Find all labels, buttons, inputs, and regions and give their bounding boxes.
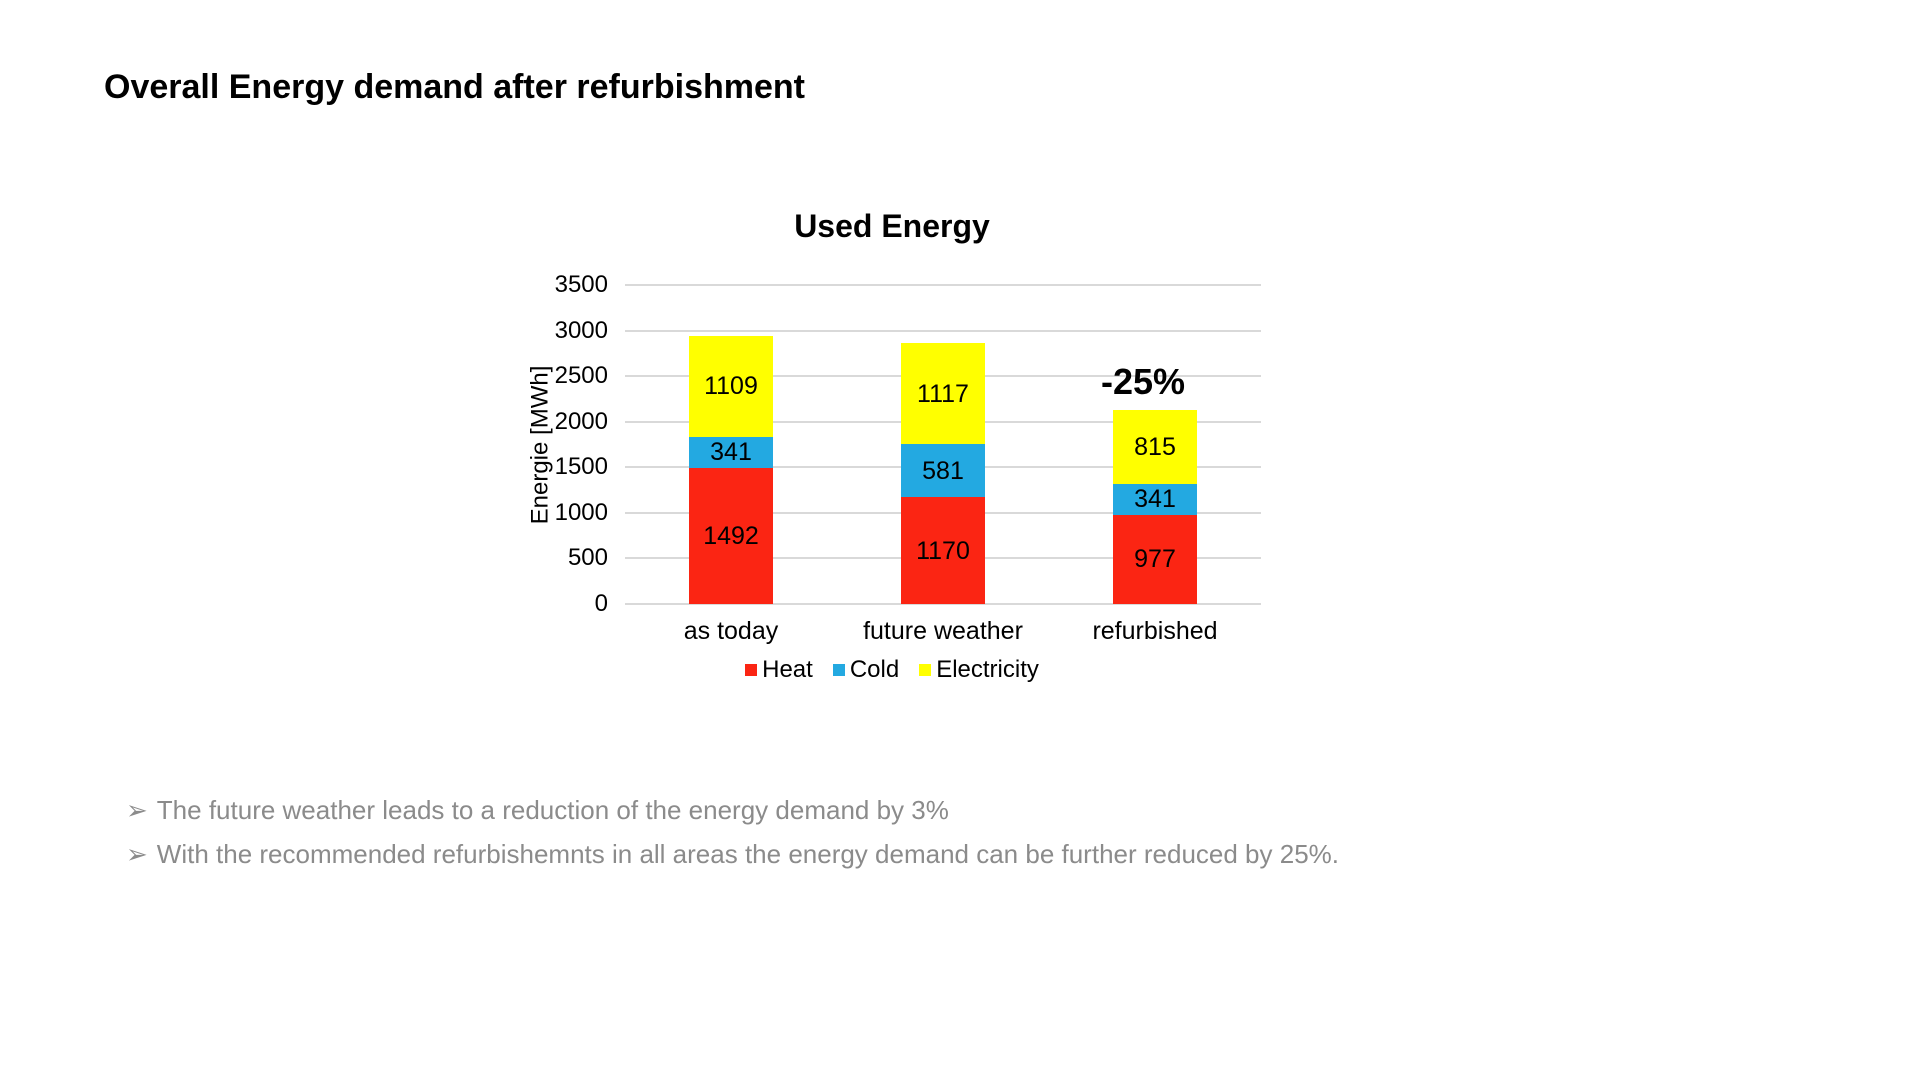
bar-value-label: 977 (1134, 545, 1176, 574)
note-text: With the recommended refurbishemnts in a… (156, 839, 1339, 869)
note-item: ➢ The future weather leads to a reduction… (126, 793, 1339, 827)
legend-swatch-icon (832, 664, 845, 676)
bar-value-label: 1170 (916, 536, 970, 565)
gridline (625, 329, 1261, 332)
y-tick-label: 1000 (554, 498, 608, 526)
y-tick-label: 3000 (554, 316, 608, 344)
bar-value-label: 341 (1134, 485, 1176, 514)
legend-swatch-icon (745, 664, 758, 676)
y-tick-label: 500 (567, 544, 608, 572)
y-tick-label: 0 (594, 590, 608, 617)
used-energy-chart: Used Energy Energie [MWh] 1492 341 1109 117… (524, 190, 1261, 720)
legend-swatch-icon (919, 664, 932, 676)
x-tick-label: as today (683, 617, 779, 645)
notes-list: ➢ The future weather leads to a reduction… (126, 793, 1339, 881)
y-tick-label: 3500 (554, 271, 608, 298)
bar-segment-cold-1 (689, 436, 773, 468)
legend-item-heat: Heat (745, 656, 813, 684)
bar-segment-heat-1 (689, 468, 773, 604)
legend-item-cold: Cold (832, 656, 900, 684)
legend-label: Heat (762, 656, 813, 683)
y-tick-label: 2000 (554, 407, 608, 435)
y-tick-label: 1500 (554, 453, 608, 481)
bar-value-label: 581 (922, 456, 964, 485)
bar-value-label: 1117 (917, 379, 969, 408)
x-tick-label: refurbished (1092, 617, 1218, 645)
y-tick-label: 2500 (554, 362, 608, 390)
bar-value-label: 1492 (703, 522, 759, 550)
bar-segment-electricity-2 (901, 342, 985, 445)
bar-segment-electricity-1 (689, 335, 773, 437)
bar-value-label: 1109 (704, 372, 758, 401)
bar-segment-heat-2 (901, 497, 985, 604)
x-tick-label: future weather (863, 617, 1023, 645)
note-item: ➢ With the recommended refurbishemnts in … (126, 837, 1339, 871)
plot-area: 1492 341 1109 1170 581 1117 977 341 815 (625, 284, 1261, 605)
bar-value-label: 815 (1134, 432, 1176, 461)
bar-segment-heat-3 (1113, 514, 1197, 604)
arrow-bullet-icon: ➢ (126, 839, 148, 869)
chart-title: Used Energy (794, 208, 990, 244)
bar-value-label: 341 (710, 438, 752, 467)
legend-item-electricity: Electricity (919, 656, 1039, 684)
bar-segment-cold-3 (1113, 483, 1197, 515)
note-text: The future weather leads to a reduction … (156, 795, 949, 825)
page-title: Overall Energy demand after refurbishmen… (104, 68, 805, 106)
bar-segment-electricity-3 (1113, 409, 1197, 484)
delta-annotation: -25% (1100, 360, 1186, 402)
arrow-bullet-icon: ➢ (126, 795, 148, 825)
legend-label: Electricity (936, 656, 1039, 683)
legend-label: Cold (849, 656, 900, 683)
bar-segment-cold-2 (901, 444, 985, 498)
gridline (625, 603, 1261, 605)
gridline (625, 284, 1261, 286)
chart-legend: Heat Cold Electricity (524, 655, 1260, 685)
